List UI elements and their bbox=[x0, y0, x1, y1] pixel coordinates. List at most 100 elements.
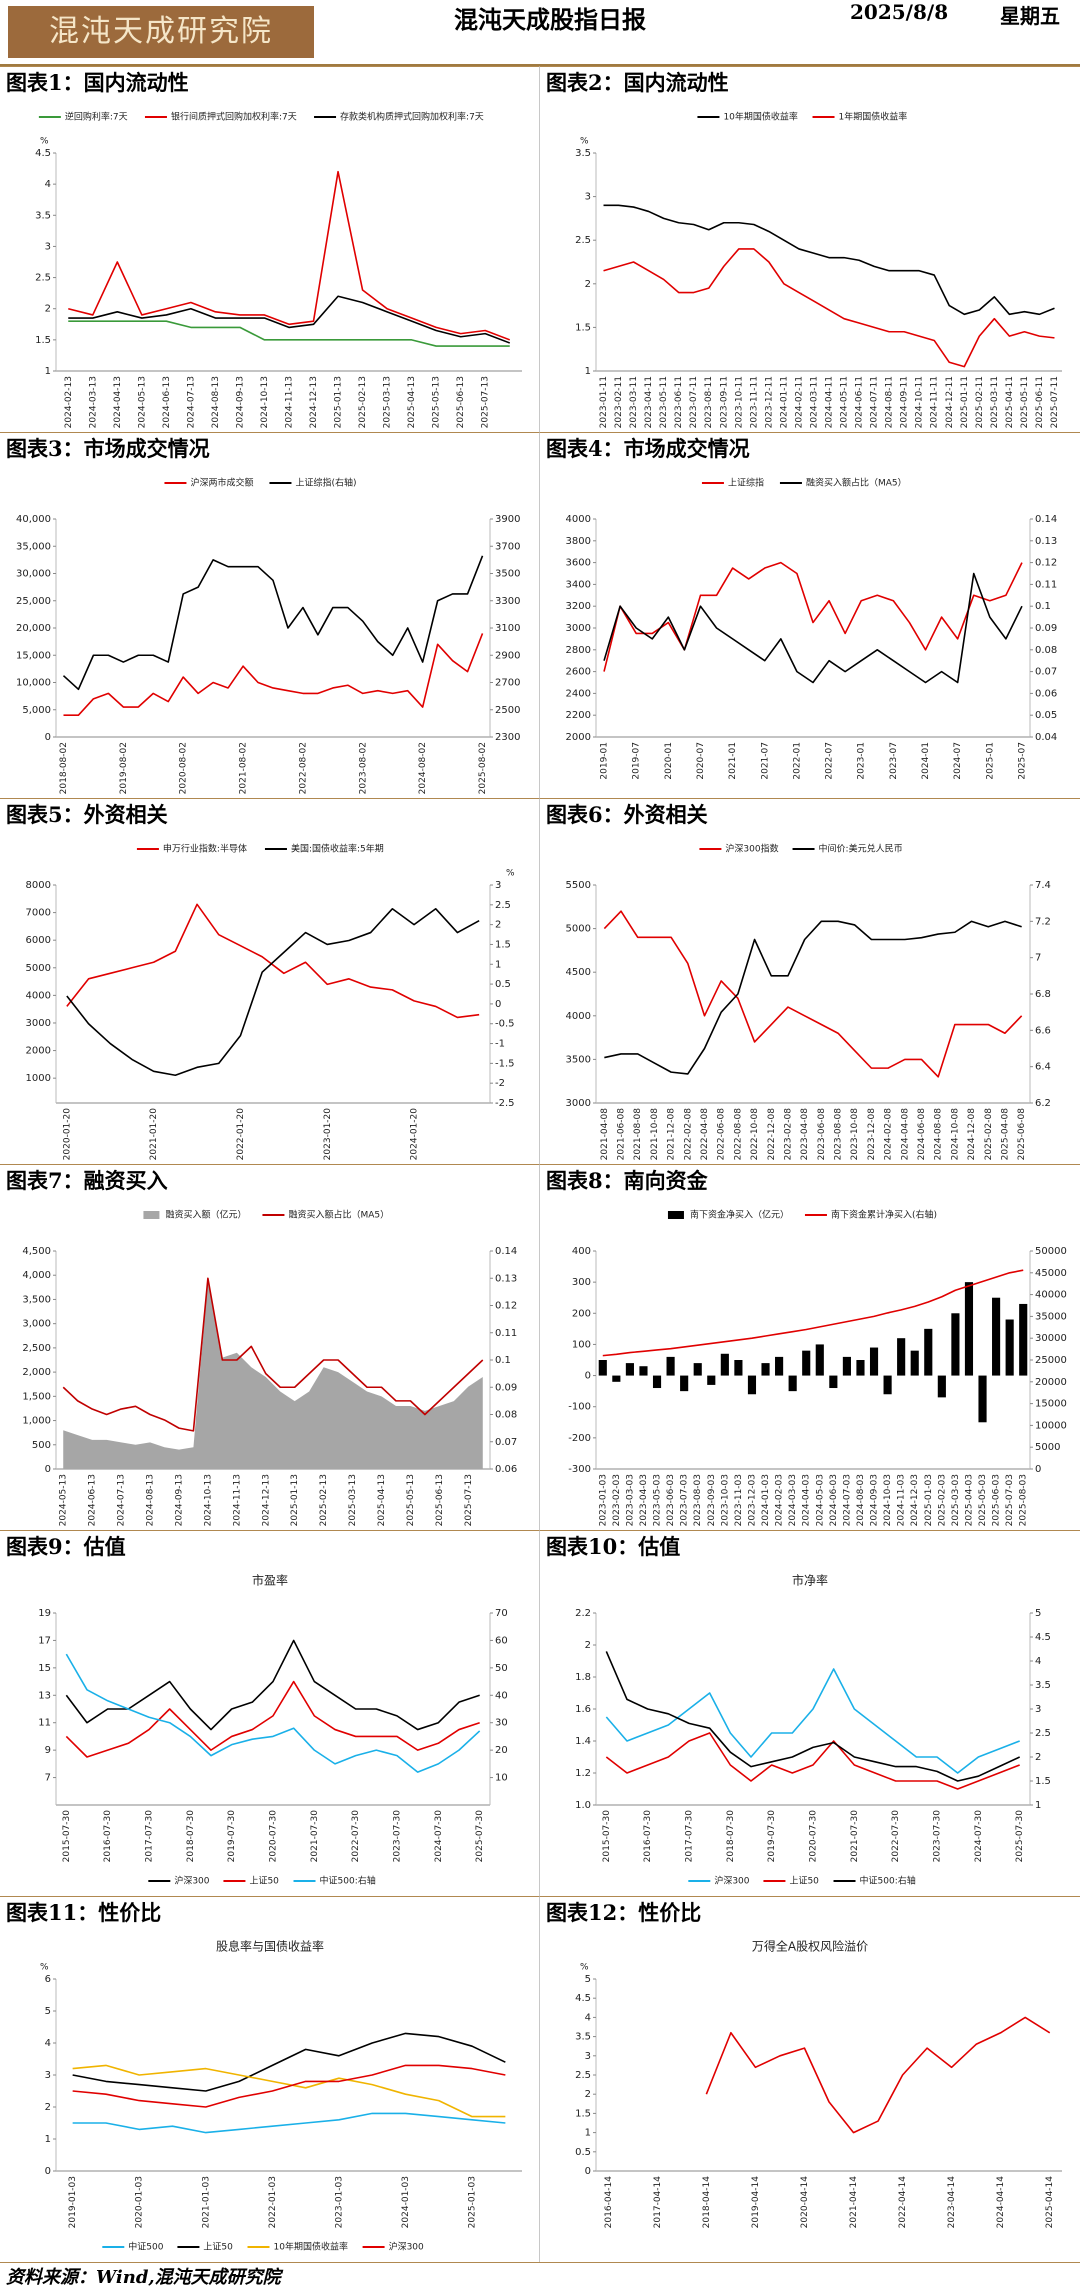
x-tick-label: 2024-04-13 bbox=[113, 376, 123, 428]
bar bbox=[978, 1375, 987, 1423]
y-tick-label: 2 bbox=[45, 2102, 51, 2113]
x-tick-label: 2024-04-08 bbox=[900, 1108, 910, 1161]
y-tick-label: 3 bbox=[45, 2070, 51, 2081]
panel: 图表9：估值 市盈率 沪深300 上证50 中证500:右轴 7 9 11 13 15 17 19 10… bbox=[0, 1530, 540, 1896]
x-tick-label: 2025-07-30 bbox=[1015, 1810, 1025, 1863]
x-tick-label: 2023-11-11 bbox=[749, 376, 759, 428]
y-tick-label: 8000 bbox=[26, 880, 51, 891]
x-tick-label: 2018-07-30 bbox=[186, 1810, 196, 1863]
y-tick-label: 11 bbox=[38, 1718, 51, 1729]
y2-tick-label: 0.04 bbox=[1035, 732, 1057, 743]
x-tick-label: 2024-08-08 bbox=[934, 1108, 944, 1161]
bar bbox=[802, 1350, 811, 1376]
y2-tick-label: 3.5 bbox=[1035, 1680, 1051, 1691]
y-tick-label: 3800 bbox=[566, 536, 591, 547]
x-tick-label: 2023-01-03 bbox=[598, 1474, 608, 1526]
y-tick-label: 1.4 bbox=[575, 1736, 591, 1747]
y2-tick-label: 2 bbox=[495, 920, 501, 931]
report-title: 混沌天成股指日报 bbox=[454, 5, 646, 34]
line bbox=[62, 555, 484, 691]
bar bbox=[910, 1350, 919, 1376]
line bbox=[604, 920, 1022, 1075]
y-tick-label: 3 bbox=[45, 241, 51, 252]
x-tick-label: 2025-08-02 bbox=[478, 742, 488, 794]
x-tick-label: 2022-08-08 bbox=[733, 1108, 743, 1161]
y-tick-label: 10,000 bbox=[16, 678, 51, 689]
legend-label: 银行间质押式回购加权利率:7天 bbox=[171, 111, 297, 123]
y2-tick-label: 25000 bbox=[1035, 1355, 1067, 1366]
x-tick-label: 2024-07-03 bbox=[842, 1474, 852, 1526]
x-tick-label: 2024-06-13 bbox=[88, 1474, 98, 1526]
line bbox=[705, 2016, 1051, 2134]
y-tick-label: 2000 bbox=[566, 732, 591, 743]
y2-tick-label: 30000 bbox=[1035, 1333, 1067, 1344]
x-tick-label: 2020-08-02 bbox=[179, 742, 189, 794]
y-tick-label: 5000 bbox=[566, 924, 591, 935]
panel-heading: 图表9：估值 bbox=[6, 1534, 126, 1559]
chart: 申万行业指数:半导体 美国:国债收益率:5年期% 1000 2000 3000 4000 5… bbox=[26, 843, 515, 1161]
bar bbox=[1005, 1319, 1014, 1376]
x-tick-label: 2021-01 bbox=[728, 742, 738, 780]
y-tick-label: 4 bbox=[585, 2012, 591, 2023]
y-tick-label: 4.5 bbox=[575, 1993, 591, 2004]
y-tick-label: 3,000 bbox=[22, 1319, 51, 1330]
y2-tick-label: 6.4 bbox=[1035, 1062, 1051, 1073]
x-tick-label: 2016-04-14 bbox=[604, 2176, 614, 2229]
x-tick-label: 2020-07-30 bbox=[269, 1810, 279, 1863]
legend-label: 上证50 bbox=[789, 1876, 819, 1887]
chart-title: 万得全A股权风险溢价 bbox=[752, 1939, 868, 1954]
y2-tick-label: 3900 bbox=[495, 514, 520, 525]
y-tick-label: 2,500 bbox=[22, 1343, 51, 1354]
x-tick-label: 2024-12-11 bbox=[945, 376, 955, 428]
y-tick-label: 3.5 bbox=[575, 148, 591, 159]
x-tick-label: 2024-12-08 bbox=[967, 1108, 977, 1161]
x-tick-label: 2017-04-14 bbox=[653, 2176, 663, 2229]
y2-tick-label: 10000 bbox=[1035, 1420, 1067, 1431]
panel-heading: 图表2：国内流动性 bbox=[546, 70, 729, 95]
y2-tick-label: 7.4 bbox=[1035, 880, 1051, 891]
x-tick-label: 2023-12-03 bbox=[747, 1474, 757, 1526]
panel: 图表11：性价比 股息率与国债收益率 中证500 上证50 10年期国债收益率 沪深300… bbox=[0, 1896, 540, 2262]
legend-label: 上证综指 bbox=[728, 477, 764, 489]
x-tick-label: 2024-03-13 bbox=[88, 376, 98, 428]
line bbox=[72, 2032, 506, 2092]
y2-tick-label: 7.2 bbox=[1035, 916, 1051, 927]
x-tick-label: 2024-07-30 bbox=[974, 1810, 984, 1863]
y-tick-label: 35,000 bbox=[16, 541, 51, 552]
bar bbox=[707, 1375, 716, 1385]
x-tick-label: 2025-06-03 bbox=[992, 1474, 1002, 1526]
legend-label: 中间价:美元兑人民币 bbox=[819, 843, 903, 855]
y2-tick-label: -1 bbox=[495, 1039, 505, 1050]
chart: 沪深两市成交额 上证综指(右轴) 0 5,000 10,000 15,000 20,000 2… bbox=[16, 477, 520, 795]
y-tick-label: 3 bbox=[585, 2051, 591, 2062]
y-tick-label: 1 bbox=[45, 2134, 51, 2145]
x-tick-label: 2024-10-08 bbox=[950, 1108, 960, 1161]
x-tick-label: 2023-03-11 bbox=[629, 376, 639, 428]
y2-tick-label: 40 bbox=[495, 1690, 508, 1701]
y2-tick-label: 0.11 bbox=[495, 1328, 517, 1339]
y2-tick-label: 3100 bbox=[495, 623, 520, 634]
y-tick-label: 9 bbox=[45, 1745, 51, 1756]
line bbox=[72, 2112, 506, 2134]
legend-label: 中证500:右轴 bbox=[320, 1875, 376, 1887]
x-tick-label: 2024-02-11 bbox=[794, 376, 804, 428]
y2-tick-label: 0.14 bbox=[1035, 514, 1057, 525]
x-tick-label: 2025-06-08 bbox=[1017, 1108, 1027, 1161]
y2-tick-label: 0.06 bbox=[495, 1464, 517, 1475]
x-tick-label: 2024-08-02 bbox=[418, 742, 428, 794]
y-tick-label: 1.5 bbox=[35, 335, 51, 346]
x-tick-label: 2023-10-08 bbox=[850, 1108, 860, 1161]
panel-heading: 图表4：市场成交情况 bbox=[546, 436, 750, 461]
y2-tick-label: 0.05 bbox=[1035, 710, 1057, 721]
x-tick-label: 2022-07-30 bbox=[351, 1810, 361, 1863]
x-tick-label: 2025-07-11 bbox=[1050, 376, 1060, 428]
x-tick-label: 2015-07-30 bbox=[62, 1810, 72, 1863]
y2-tick-label: 0 bbox=[1035, 1464, 1041, 1475]
y-tick-label: 4000 bbox=[26, 990, 51, 1001]
x-tick-label: 2024-07-13 bbox=[117, 1474, 127, 1526]
bar bbox=[964, 1282, 974, 1376]
x-tick-label: 2023-09-11 bbox=[719, 376, 729, 428]
legend-label: 沪深300 bbox=[174, 1875, 209, 1887]
y2-tick-label: 1.5 bbox=[495, 939, 511, 950]
